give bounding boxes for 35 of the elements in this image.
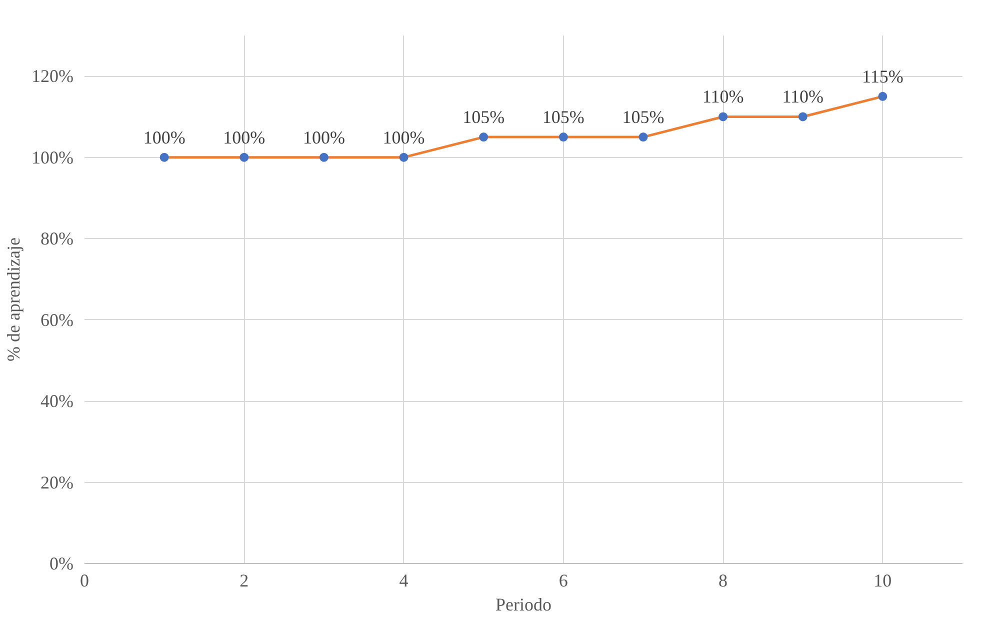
data-label: 110% <box>702 86 744 107</box>
point <box>240 152 249 162</box>
data-label: 105% <box>622 107 664 128</box>
data-label: 115% <box>862 66 904 86</box>
data-label: 110% <box>782 86 824 107</box>
x-tick-label: 8 <box>718 570 728 590</box>
x-tick-label: 4 <box>399 570 408 590</box>
point <box>798 112 808 122</box>
y-tick-label: 80% <box>40 228 74 249</box>
data-label: 105% <box>462 107 505 128</box>
x-tick-label: 0 <box>80 570 89 590</box>
data-label: 105% <box>542 107 584 128</box>
y-tick-label: 60% <box>40 310 74 330</box>
point <box>558 132 568 142</box>
data-label: 100% <box>302 127 345 148</box>
x-tick-label: 10 <box>874 570 892 590</box>
x-tick-label: 6 <box>558 570 568 590</box>
data-label: 100% <box>143 127 186 148</box>
y-tick-label: 0% <box>50 554 74 574</box>
data-label: 100% <box>223 127 266 148</box>
point <box>160 152 169 162</box>
y-tick-label: 100% <box>32 147 74 168</box>
x-axis-title: Periodo <box>496 594 552 614</box>
point <box>638 132 648 142</box>
point <box>479 132 488 142</box>
point <box>878 92 888 101</box>
point <box>319 152 328 162</box>
point <box>718 112 728 122</box>
y-tick-label: 20% <box>40 472 74 492</box>
x-tick-label: 2 <box>240 570 249 590</box>
y-axis-title: % de aprendizaje <box>4 238 24 362</box>
y-tick-label: 120% <box>32 66 74 86</box>
y-tick-label: 40% <box>40 391 74 412</box>
point <box>399 152 408 162</box>
data-label: 100% <box>382 127 425 148</box>
